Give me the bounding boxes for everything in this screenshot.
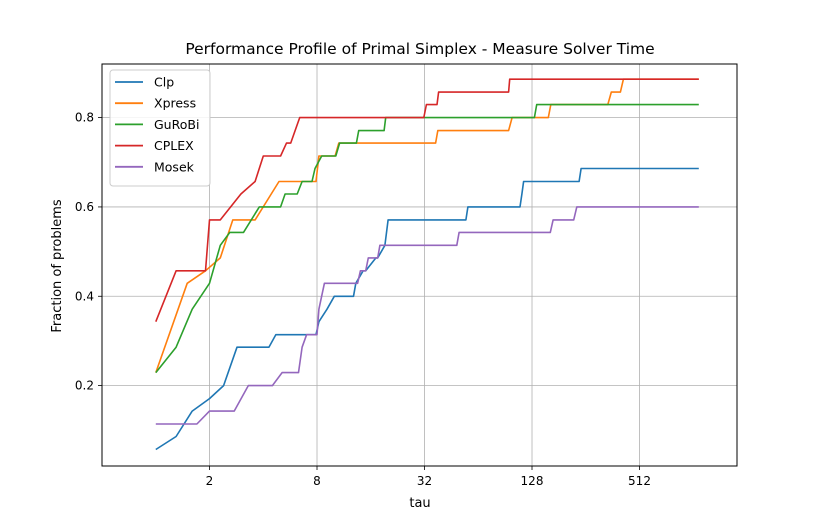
y-tick-label: 0.6 xyxy=(75,200,94,214)
y-tick-label: 0.8 xyxy=(75,111,94,125)
plot-frame xyxy=(101,63,738,467)
y-tick-label: 0.4 xyxy=(75,289,94,303)
x-tick-label: 32 xyxy=(417,474,432,488)
legend-label: CPLEX xyxy=(154,138,194,153)
series-line-gurobi xyxy=(155,103,699,374)
y-axis-label: Fraction of problems xyxy=(50,199,65,332)
x-axis-ticks: 2 8 32 128 512 xyxy=(206,466,651,488)
legend-label: Xpress xyxy=(154,96,196,111)
y-axis-ticks: 0.2 0.4 0.6 0.8 xyxy=(75,111,102,393)
series-line-cplex xyxy=(155,78,699,322)
legend-label: GuRoBi xyxy=(154,117,199,132)
legend-label: Clp xyxy=(154,75,174,90)
x-tick-label: 512 xyxy=(628,474,651,488)
chart-title: Performance Profile of Primal Simplex - … xyxy=(185,40,654,58)
series-line-mosek xyxy=(155,206,699,425)
x-tick-label: 128 xyxy=(521,474,544,488)
legend: Clp Xpress GuRoBi CPLEX Mosek xyxy=(109,69,211,187)
series-line-xpress xyxy=(155,78,699,373)
legend-box xyxy=(109,69,211,187)
y-tick-label: 0.2 xyxy=(75,379,94,393)
x-tick-label: 8 xyxy=(313,474,321,488)
series-line-clp xyxy=(155,167,699,451)
x-tick-label: 2 xyxy=(206,474,214,488)
legend-label: Mosek xyxy=(154,159,195,174)
x-axis-label: tau xyxy=(409,496,430,511)
series-layer xyxy=(155,78,699,451)
